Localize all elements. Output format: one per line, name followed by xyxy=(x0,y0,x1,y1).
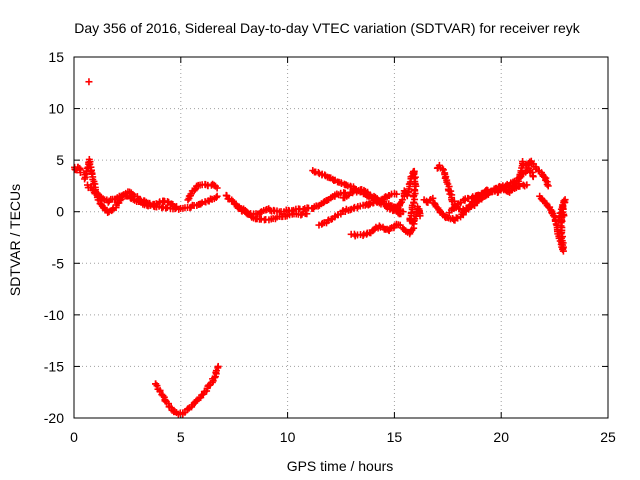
y-tick-label: 5 xyxy=(56,152,64,168)
x-tick-label: 25 xyxy=(600,429,616,445)
x-axis-label: GPS time / hours xyxy=(287,458,394,474)
x-tick-label: 0 xyxy=(70,429,78,445)
sdtvar-chart: Day 356 of 2016, Sidereal Day-to-day VTE… xyxy=(0,0,640,480)
y-tick-label: 15 xyxy=(48,49,64,65)
y-tick-label: -10 xyxy=(44,307,64,323)
chart-title: Day 356 of 2016, Sidereal Day-to-day VTE… xyxy=(74,20,580,36)
y-tick-label: 0 xyxy=(56,204,64,220)
x-tick-label: 15 xyxy=(387,429,403,445)
y-tick-label: -20 xyxy=(44,410,64,426)
y-tick-label: -5 xyxy=(52,255,65,271)
x-tick-label: 20 xyxy=(493,429,509,445)
y-tick-label: 10 xyxy=(48,101,64,117)
y-tick-label: -15 xyxy=(44,358,64,374)
chart-background xyxy=(0,0,640,480)
x-tick-label: 5 xyxy=(177,429,185,445)
x-tick-label: 10 xyxy=(280,429,296,445)
y-axis-label: SDTVAR / TECUs xyxy=(7,184,23,296)
